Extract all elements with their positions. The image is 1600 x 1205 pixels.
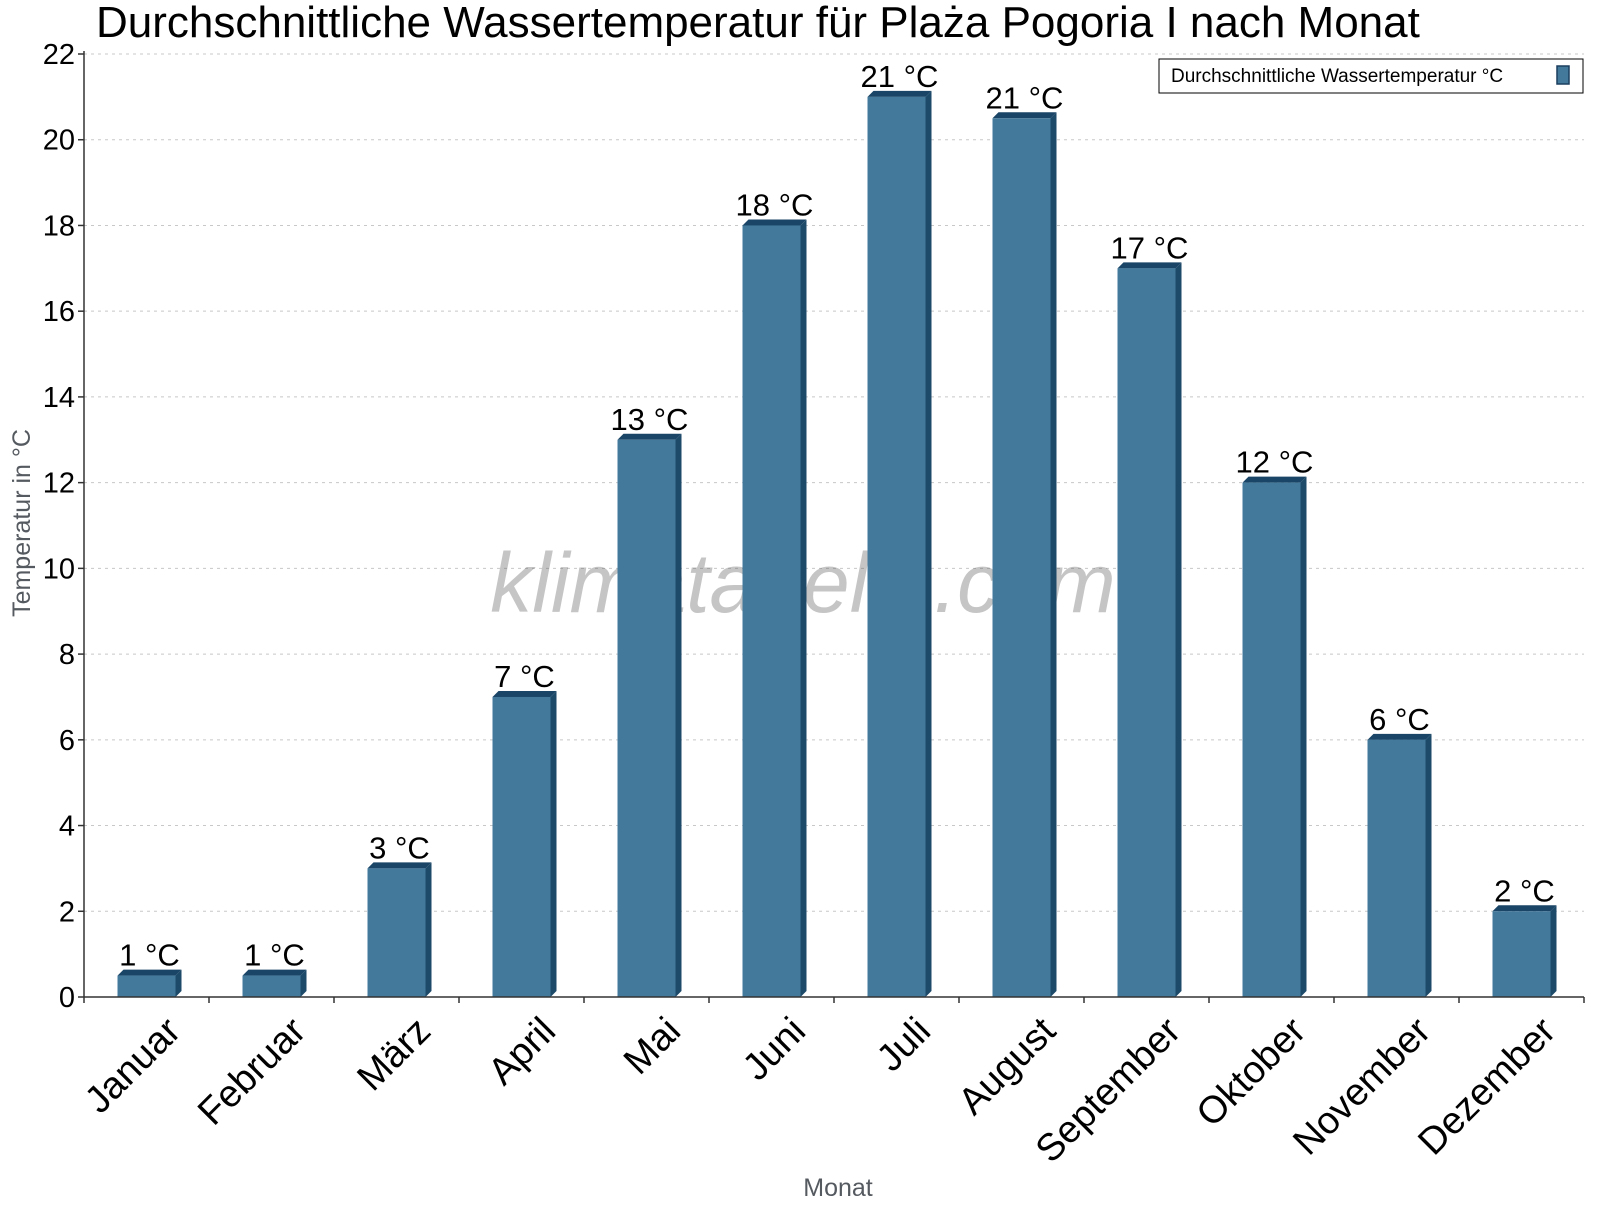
bar-side [425,862,432,997]
x-tick-label: Juni [735,1010,814,1089]
bar[interactable] [1492,905,1557,997]
y-tick-label: 0 [59,982,75,1014]
bar-top [1117,262,1182,269]
bar-top [617,433,682,440]
bar-side [1300,476,1307,997]
bar-value-label: 21 °C [986,80,1064,115]
bar-value-label: 13 °C [611,402,689,437]
x-tick-label: April [481,1010,564,1093]
bar-side [300,969,307,997]
x-tick-label: März [350,1010,439,1099]
y-tick-label: 18 [43,210,75,242]
bar-side [800,219,807,998]
bar-top [992,112,1057,119]
x-tick-label: Januar [77,1010,189,1122]
bar[interactable] [1242,476,1307,997]
bar-side [925,90,932,997]
bar-side [1425,733,1432,997]
bar-side [1550,905,1557,997]
bar-top [867,90,932,97]
bar[interactable] [867,90,932,997]
bars [117,90,1557,998]
bar-front [1242,482,1301,997]
bar-front [867,96,926,997]
chart-title: Durchschnittliche Wassertemperatur für P… [96,0,1420,47]
bar-top [1367,733,1432,740]
bar[interactable] [367,862,432,997]
axes [83,51,1584,998]
legend-series-label: Durchschnittliche Wassertemperatur °C [1171,66,1503,87]
y-tick-label: 16 [43,296,75,328]
bar-top [242,969,307,976]
bar-side [550,690,557,997]
legend-swatch [1556,65,1570,85]
x-axis-title: Monat [803,1174,873,1200]
bar-front [367,868,426,997]
bar-top [367,862,432,869]
bar[interactable] [742,219,807,998]
x-tick-label: Dezember [1410,1010,1564,1164]
bar-front [1367,739,1426,997]
y-tick-label: 20 [43,125,75,157]
bar-front [742,225,801,998]
bar[interactable] [992,112,1057,997]
x-tick-label: Februar [190,1010,314,1134]
bar[interactable] [1117,262,1182,997]
bar[interactable] [117,969,182,997]
grid-lines [84,53,1584,912]
x-tick-label: Juli [869,1010,939,1080]
bar-top [742,219,807,226]
x-axis-ticks: Januar Februar März April Mai Juni Juli AugustS… [77,997,1585,1171]
bar-front [492,696,551,997]
y-tick-label: 8 [59,639,75,671]
bar-side [1050,112,1057,997]
bar-value-label: 1 °C [244,938,305,973]
legend-box [1158,58,1584,94]
bar-side [1175,262,1182,997]
bar-front [1492,911,1551,997]
y-tick-label: 6 [59,725,75,757]
bar-value-label: 3 °C [369,830,430,865]
x-tick-label: Oktober [1189,1010,1315,1136]
bar-value-label: 6 °C [1369,702,1430,737]
bar-top [1242,476,1307,483]
y-tick-label: 10 [43,553,75,585]
bar-side [175,969,182,997]
legend[interactable]: Durchschnittliche Wassertemperatur °C [1158,58,1584,94]
bar[interactable] [617,433,682,998]
bar-value-label: 7 °C [494,659,555,694]
bar-value-label: 18 °C [736,187,814,222]
y-axis-ticks: 0 2 4 6 8 10 12 14 16 18 20 22 [43,39,84,1014]
bar-front [1117,268,1176,997]
bar-value-label: 1 °C [119,938,180,973]
x-tick-label: Mai [616,1010,689,1083]
bar-side [675,433,682,998]
bar[interactable] [492,690,557,997]
bar[interactable] [242,969,307,997]
bar-front [992,118,1051,997]
bar-front [617,439,676,998]
bar-value-label: 2 °C [1494,873,1555,908]
bar-front [242,975,301,997]
y-tick-label: 22 [43,39,75,71]
bar-value-label: 12 °C [1236,445,1314,480]
bar-top [492,690,557,697]
y-tick-label: 14 [43,382,75,414]
bar-top [117,969,182,976]
y-tick-label: 4 [59,811,75,843]
bar-value-label: 21 °C [861,59,939,94]
x-tick-label: August [951,1010,1065,1124]
bar-value-label: 17 °C [1111,230,1189,265]
bar[interactable] [1367,733,1432,997]
y-axis-title: Temperatur in °C [8,429,36,617]
data-labels: 1 °C 1 °C 3 °C 7 °C 13 °C 18 °C 21 °C 21 °C 17 °… [119,59,1555,973]
bar-front [117,975,176,997]
y-tick-label: 12 [43,468,75,500]
y-tick-label: 2 [59,896,75,928]
bar-top [1492,905,1557,912]
